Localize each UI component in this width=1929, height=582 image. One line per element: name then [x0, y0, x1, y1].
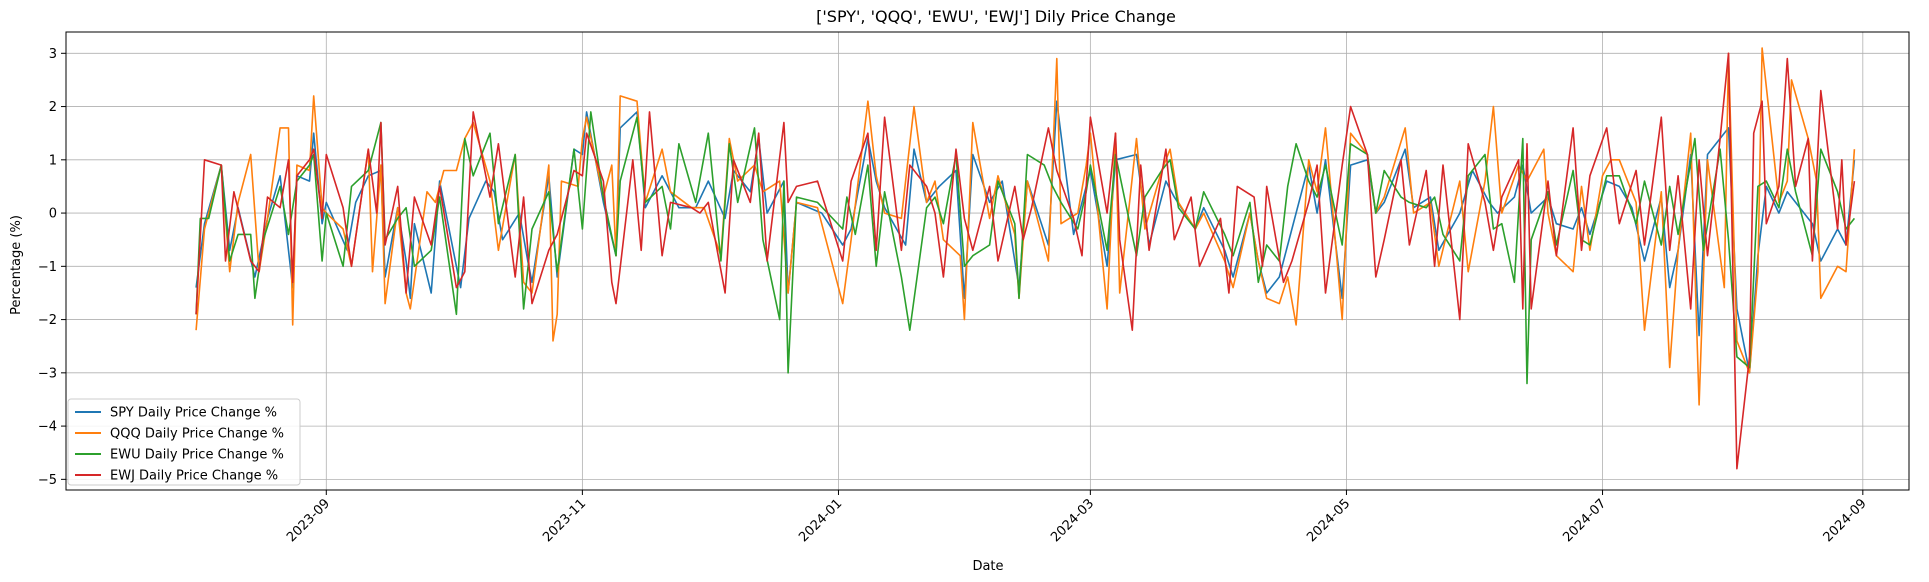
legend-label: SPY Daily Price Change %	[110, 406, 277, 421]
y-tick-label: −1	[38, 260, 57, 275]
y-tick-label: −3	[38, 366, 57, 381]
x-axis-label: Date	[972, 559, 1003, 574]
plot-frame	[65, 31, 1910, 491]
series-line-4	[195, 52, 1856, 470]
legend-label: QQQ Daily Price Change %	[110, 427, 284, 442]
y-tick-label: −4	[38, 420, 57, 435]
y-tick-label: −5	[38, 473, 57, 488]
y-axis-label: Percentage (%)	[9, 215, 24, 315]
y-tick-label: 1	[49, 153, 57, 168]
series-lines	[195, 47, 1856, 470]
chart-title: ['SPY', 'QQQ', 'EWU', 'EWJ'] Dily Price …	[816, 7, 1176, 26]
y-tick-label: −2	[38, 313, 57, 328]
legend-label: EWU Daily Price Change %	[110, 448, 284, 463]
series-line-3	[195, 111, 1856, 385]
grid-lines	[66, 32, 1909, 490]
y-tick-label: 0	[49, 207, 57, 222]
y-tick-label: 3	[49, 47, 57, 62]
y-axis: −5 −4 −3 −2 −1 0 1 2 3	[38, 47, 66, 488]
series-line-1	[195, 100, 1856, 374]
legend-box	[67, 398, 301, 486]
legend-label: EWJ Daily Price Change %	[110, 469, 278, 484]
legend: SPY Daily Price Change % QQQ Daily Price …	[67, 398, 301, 486]
y-tick-label: 2	[49, 100, 57, 115]
